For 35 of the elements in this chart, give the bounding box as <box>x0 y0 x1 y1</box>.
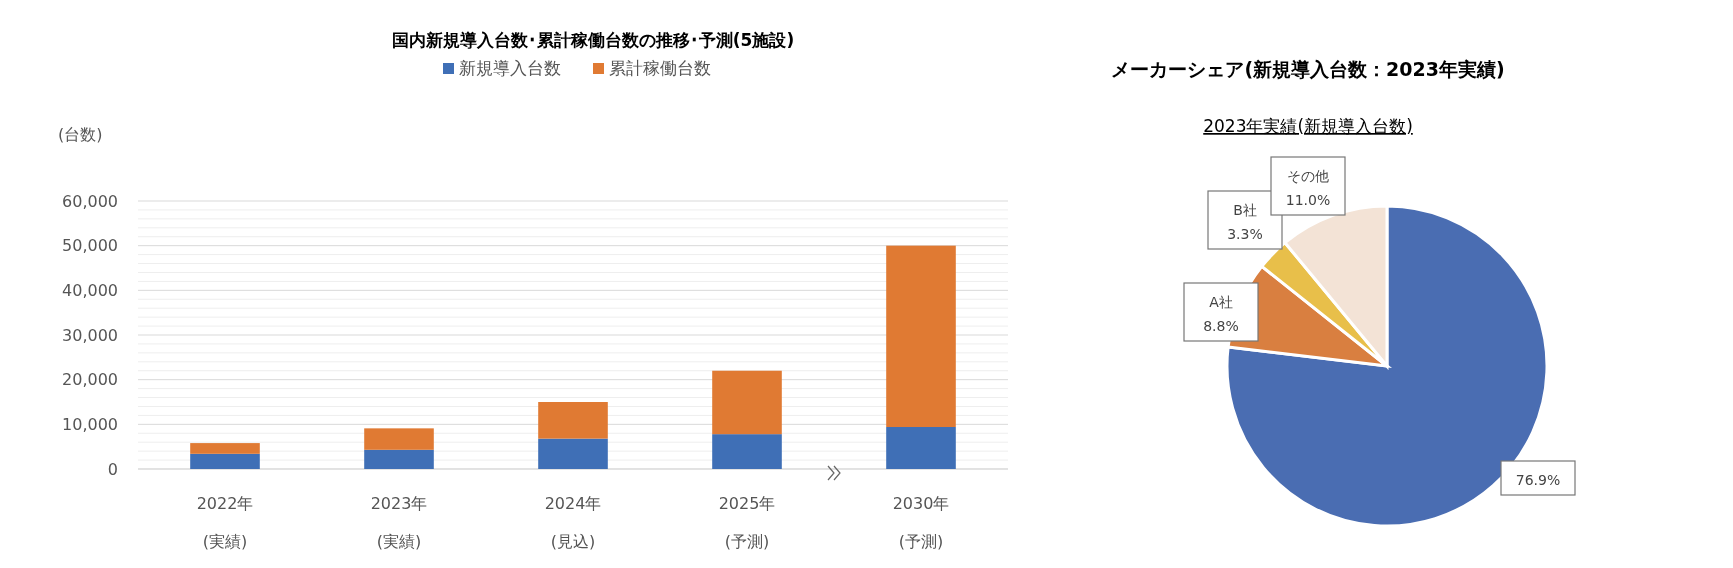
y-axis-title: (台数) <box>58 125 103 144</box>
slice-label: B社 <box>1233 202 1257 218</box>
x-tick-label: 2022年 (実績) <box>196 494 254 551</box>
bar <box>538 438 608 469</box>
x-tick-label: 2023年 (実績) <box>370 494 428 551</box>
bar <box>712 370 782 435</box>
y-tick-label: 50,000 <box>62 236 118 256</box>
bar <box>190 453 260 469</box>
x-tick-label: 2030年 (予測) <box>892 494 950 551</box>
bar <box>538 402 608 439</box>
x-tick-label: 2024年 (見込) <box>544 494 602 551</box>
bar <box>886 245 956 428</box>
bar <box>190 443 260 454</box>
slice-label: その他 <box>1287 168 1329 184</box>
chart-title: 国内新規導入台数･累計稼働台数の推移･予測(5施設) <box>391 30 795 50</box>
data-label: 8.8% <box>1203 318 1239 334</box>
bar <box>364 428 434 450</box>
data-label: 11.0% <box>1285 192 1331 208</box>
y-tick-label: 40,000 <box>62 280 118 300</box>
y-tick-label: 10,000 <box>62 414 118 434</box>
chart-subtitle: 2023年実績(新規導入台数) <box>1203 116 1413 136</box>
data-label: 3.3% <box>1227 226 1263 242</box>
slice-label: A社 <box>1209 294 1233 310</box>
y-tick-label: 20,000 <box>62 370 118 390</box>
legend-label: 新規導入台数 <box>459 58 561 78</box>
y-tick-label: 60,000 <box>62 191 118 211</box>
data-label: 76.9% <box>1515 472 1561 488</box>
x-tick-label: 2025年 (予測) <box>718 494 776 551</box>
bar <box>364 449 434 469</box>
legend-label: 累計稼働台数 <box>609 58 711 78</box>
bar <box>712 434 782 469</box>
y-tick-label: 30,000 <box>62 325 118 345</box>
y-tick-label: 0 <box>107 459 118 479</box>
bar <box>886 427 956 469</box>
chart-title: メーカーシェア(新規導入台数：2023年実績) <box>1111 58 1505 80</box>
